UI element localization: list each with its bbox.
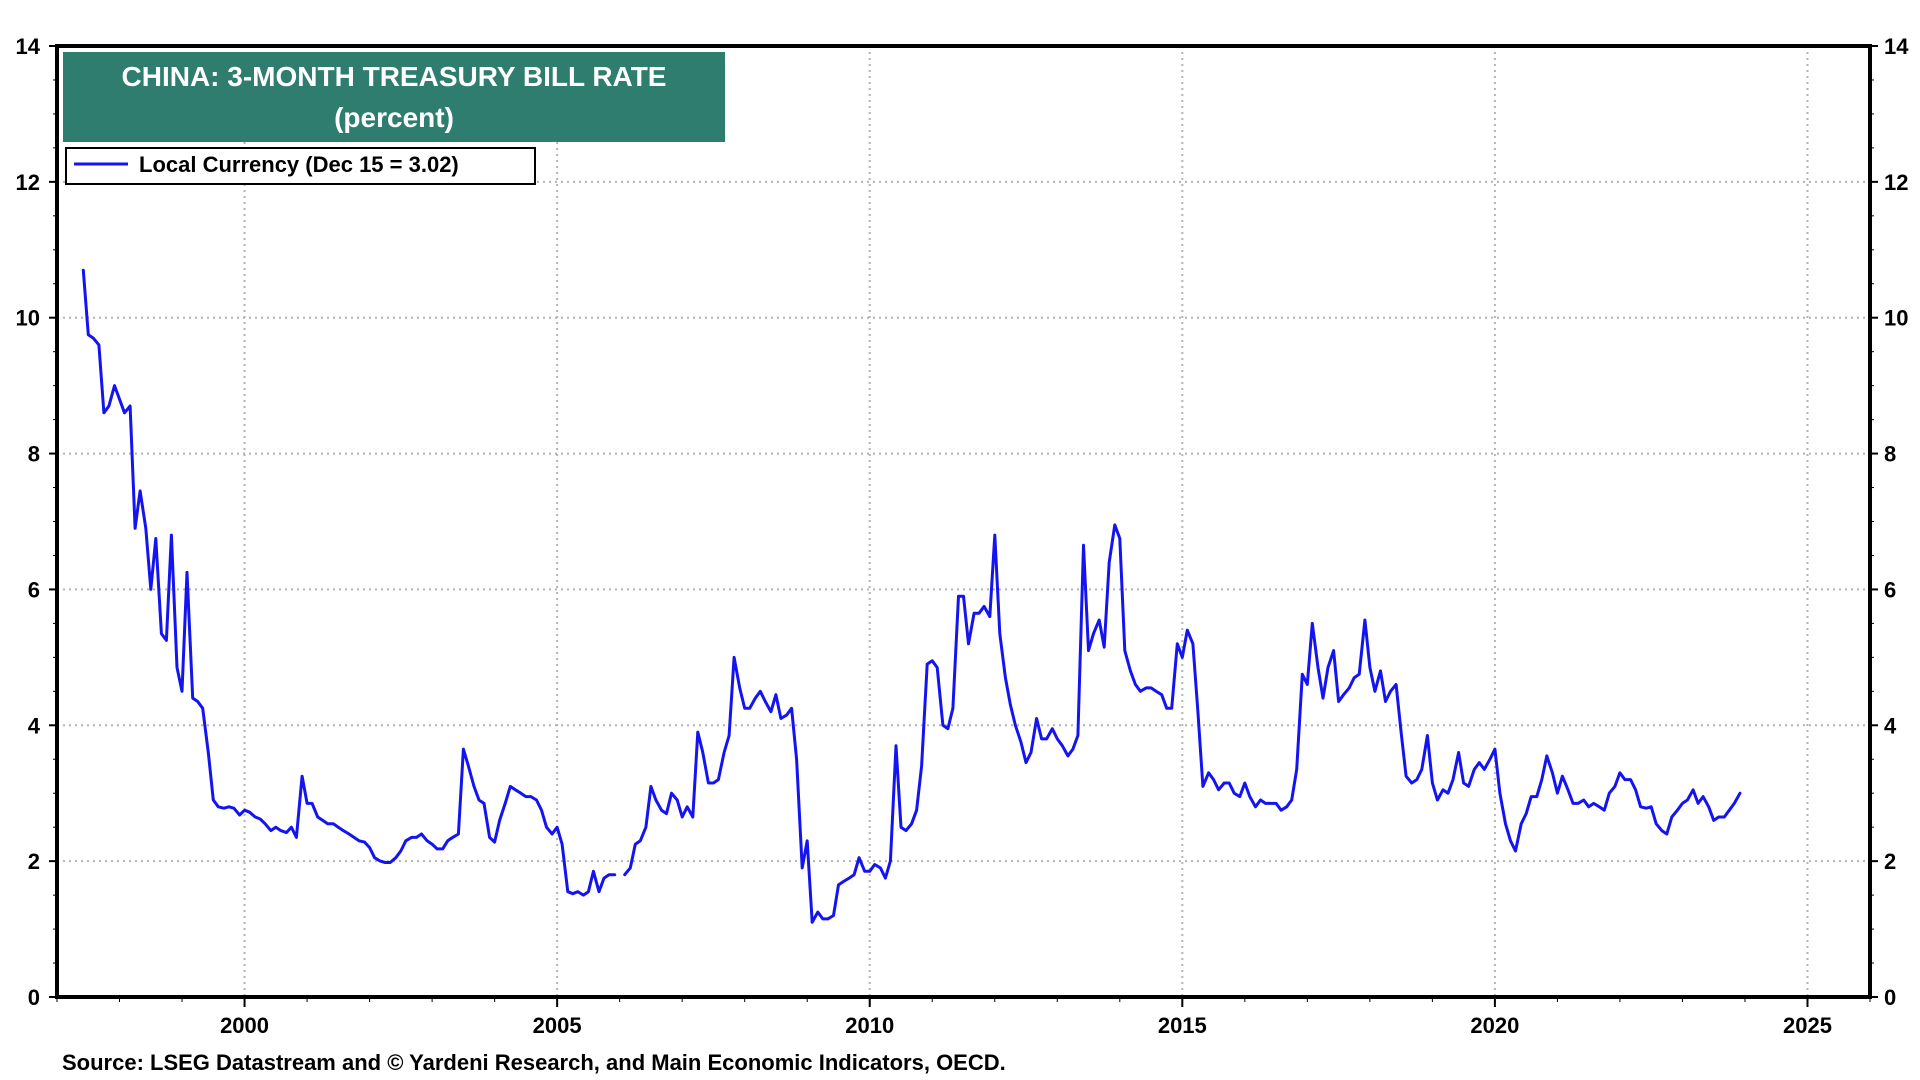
- y-tick-label-left-2: 2: [28, 849, 40, 874]
- chart-title: CHINA: 3-MONTH TREASURY BILL RATE: [122, 61, 667, 92]
- chart-subtitle: (percent): [334, 102, 454, 133]
- y-tick-label-left-0: 0: [28, 985, 40, 1010]
- y-tick-label-right-12: 12: [1884, 170, 1908, 195]
- y-tick-label-right-8: 8: [1884, 442, 1896, 467]
- x-tick-label-2015: 2015: [1158, 1013, 1207, 1038]
- y-tick-label-left-4: 4: [28, 713, 41, 738]
- series-lines: [81, 268, 1742, 924]
- plot-frame: [55, 44, 1872, 999]
- y-tick-label-right-4: 4: [1884, 713, 1897, 738]
- title-box: CHINA: 3-MONTH TREASURY BILL RATE (perce…: [63, 52, 725, 142]
- y-tick-label-left-6: 6: [28, 577, 40, 602]
- y-tick-label-left-12: 12: [16, 170, 40, 195]
- x-tick-label-2020: 2020: [1470, 1013, 1519, 1038]
- legend: Local Currency (Dec 15 = 3.02): [65, 147, 536, 185]
- y-tick-label-right-10: 10: [1884, 306, 1908, 331]
- y-tick-label-right-14: 14: [1884, 34, 1909, 59]
- y-tick-label-right-0: 0: [1884, 985, 1896, 1010]
- y-tick-label-left-10: 10: [16, 306, 40, 331]
- tick-labels: 0 0 2 2 4 4 6 6 8 8 10 10 12 12 14 14 2000 2005 2010 2015 20…: [16, 34, 1910, 1038]
- y-tick-label-left-14: 14: [16, 34, 41, 59]
- gridlines: [57, 46, 1870, 997]
- y-tick-label-right-6: 6: [1884, 577, 1896, 602]
- source-note: Source: LSEG Datastream and © Yardeni Re…: [62, 1050, 1006, 1075]
- y-tick-label-right-2: 2: [1884, 849, 1896, 874]
- series-line-segment-2: [623, 523, 1742, 924]
- series-line-segment-1: [81, 268, 617, 897]
- x-tick-label-2010: 2010: [845, 1013, 894, 1038]
- y-tick-label-left-8: 8: [28, 442, 40, 467]
- x-tick-label-2000: 2000: [220, 1013, 269, 1038]
- x-tick-label-2025: 2025: [1783, 1013, 1832, 1038]
- legend-label: Local Currency (Dec 15 = 3.02): [139, 152, 459, 177]
- legend-box: [65, 147, 536, 185]
- title-box-background: [63, 52, 725, 142]
- x-tick-label-2005: 2005: [533, 1013, 582, 1038]
